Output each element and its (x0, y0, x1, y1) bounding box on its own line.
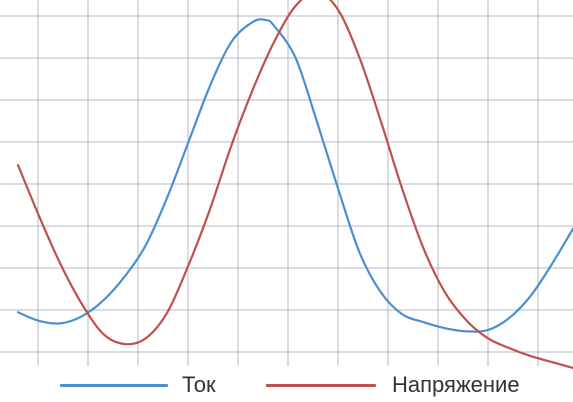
grid (0, 0, 573, 366)
series-line-voltage (16, 0, 573, 370)
series-line-current (16, 18, 573, 333)
legend-label-current: Ток (182, 372, 216, 397)
legend-label-voltage: Напряжение (392, 372, 520, 397)
legend: Ток Напряжение (0, 366, 573, 402)
legend-swatch-voltage (266, 384, 376, 387)
legend-swatch-current (60, 384, 168, 387)
series-layer (16, 0, 573, 370)
